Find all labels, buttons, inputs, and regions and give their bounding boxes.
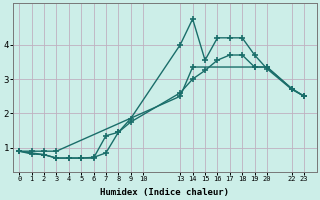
X-axis label: Humidex (Indice chaleur): Humidex (Indice chaleur) — [100, 188, 229, 197]
